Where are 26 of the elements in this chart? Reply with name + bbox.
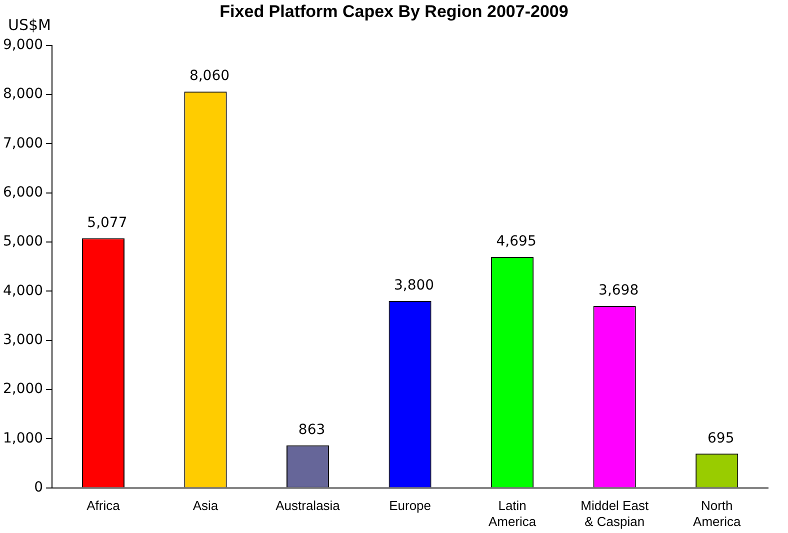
data-label: 4,695: [496, 234, 536, 250]
y-tick-label: 0: [34, 479, 44, 496]
data-label: 863: [298, 422, 326, 438]
y-tick-label: 8,000: [2, 86, 44, 102]
y-tick-label: 1,000: [2, 430, 44, 446]
data-label: 5,077: [87, 214, 128, 231]
x-tick-label: North America: [693, 498, 742, 529]
y-axis-title: US$M: [8, 16, 51, 34]
y-tick-label: 7,000: [2, 135, 44, 152]
y-tick-label: 9,000: [2, 37, 44, 54]
x-tick-label: Australasia: [276, 498, 341, 514]
data-label: 695: [707, 430, 734, 446]
y-tick-label: 5,000: [2, 234, 44, 250]
y-tick-label: 6,000: [2, 184, 44, 201]
x-tick-label: Asia: [192, 498, 219, 514]
x-tick-label: Africa: [86, 498, 121, 514]
x-tick-label: Middel East & Caspian: [580, 498, 649, 529]
y-tick-label: 3,000: [2, 332, 44, 348]
data-label: 3,698: [598, 282, 639, 299]
x-tick-label: Europe: [389, 498, 431, 514]
chart-title: Fixed Platform Capex By Region 2007-2009: [220, 2, 568, 21]
x-tick-label: Latin America: [488, 498, 537, 529]
y-tick-label: 2,000: [2, 381, 44, 398]
y-tick-label: 4,000: [2, 282, 44, 299]
data-label: 8,060: [189, 68, 230, 84]
data-label: 3,800: [394, 278, 434, 294]
